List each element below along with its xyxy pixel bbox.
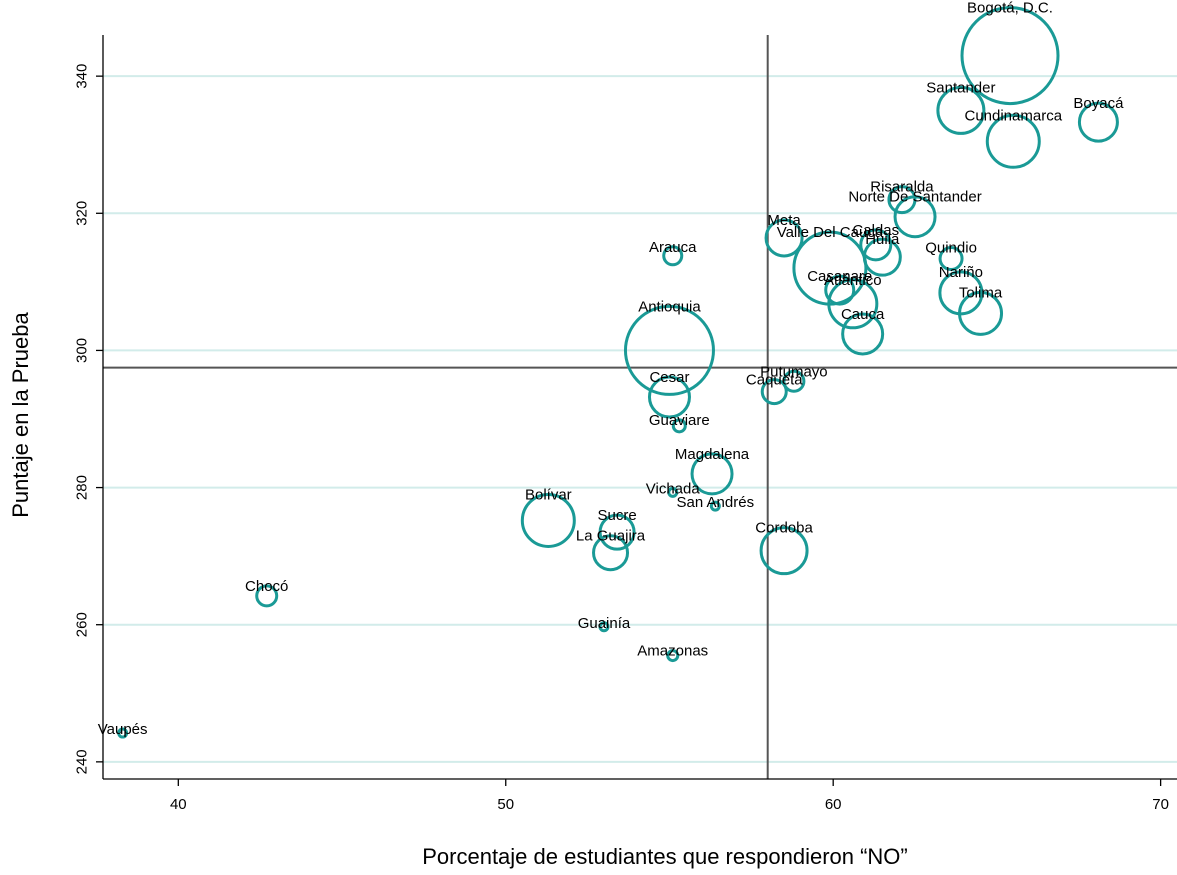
point-label: Santander bbox=[926, 79, 995, 96]
point-label: Cordoba bbox=[755, 520, 813, 537]
point-label: Tolima bbox=[959, 284, 1003, 301]
point-label: Magdalena bbox=[675, 446, 750, 463]
bubble-marker bbox=[647, 375, 691, 419]
point-label: Chocó bbox=[245, 578, 288, 595]
bubble-marker bbox=[887, 185, 917, 215]
bubble-marker bbox=[960, 6, 1060, 106]
x-tick-label: 60 bbox=[825, 796, 842, 813]
y-tick-label: 340 bbox=[73, 64, 90, 89]
bubble-marker bbox=[958, 290, 1004, 336]
bubble-marker bbox=[255, 584, 279, 608]
bubble-marker bbox=[841, 312, 885, 356]
point-label: Quindio bbox=[925, 240, 977, 257]
bubble-marker bbox=[598, 621, 610, 633]
y-tick-label: 240 bbox=[73, 749, 90, 774]
bubble-marker bbox=[623, 304, 715, 396]
bubble-marker bbox=[936, 85, 986, 135]
data-points bbox=[117, 6, 1119, 739]
point-label: Vaupés bbox=[98, 721, 148, 738]
bubble-marker bbox=[827, 278, 879, 330]
axes: 240 260 280 300 320 340 40 50 60 70 bbox=[73, 35, 1177, 813]
point-label: Valle Del Cauca bbox=[777, 224, 884, 241]
point-label: Boyacá bbox=[1073, 95, 1124, 112]
bubble-marker bbox=[666, 649, 680, 663]
point-label: Atlántico bbox=[824, 272, 882, 289]
y-axis-title: Puntaje en la Prueba bbox=[8, 311, 33, 517]
point-label: Guaviare bbox=[649, 412, 710, 429]
point-label: Casanare bbox=[807, 268, 872, 285]
point-label: Bolívar bbox=[525, 486, 572, 503]
bubble-marker bbox=[760, 378, 788, 406]
point-label: Cauca bbox=[841, 306, 885, 323]
point-label: Amazonas bbox=[637, 643, 708, 660]
y-tick-label: 260 bbox=[73, 612, 90, 637]
point-label: Norte De Santander bbox=[848, 189, 981, 206]
y-tick-label: 320 bbox=[73, 201, 90, 226]
bubble-marker bbox=[764, 218, 804, 258]
bubble-marker bbox=[893, 195, 937, 239]
bubble-marker bbox=[709, 500, 721, 512]
bubble-marker bbox=[520, 492, 576, 548]
point-label: La Guajira bbox=[576, 528, 646, 545]
bubble-marker bbox=[667, 486, 679, 498]
point-label: San Andrés bbox=[677, 494, 755, 511]
bubble-marker bbox=[1077, 101, 1119, 143]
point-label: Cesar bbox=[649, 369, 689, 386]
bubble-marker bbox=[759, 526, 809, 576]
point-label: Risaralda bbox=[870, 179, 934, 196]
bubble-marker bbox=[985, 113, 1041, 169]
x-tick-label: 50 bbox=[497, 796, 514, 813]
y-tick-label: 300 bbox=[73, 338, 90, 363]
point-label: Caldas bbox=[852, 222, 899, 239]
x-tick-label: 70 bbox=[1152, 796, 1169, 813]
x-axis-title: Porcentaje de estudiantes que respondier… bbox=[422, 844, 908, 869]
point-label: Bogotá, D.C. bbox=[967, 0, 1053, 17]
bubble-marker bbox=[598, 513, 636, 551]
bubble-marker bbox=[938, 246, 964, 272]
bubble-marker bbox=[117, 727, 129, 739]
gridlines bbox=[103, 75, 1177, 763]
point-label: Vichada bbox=[646, 480, 701, 497]
reference-lines bbox=[103, 35, 1177, 779]
x-tick-label: 40 bbox=[170, 796, 187, 813]
point-label: Caquetá bbox=[746, 372, 803, 389]
point-label: Arauca bbox=[649, 239, 697, 256]
point-label: Sucre bbox=[597, 507, 636, 524]
point-label: Cundinamarca bbox=[964, 107, 1062, 124]
point-label: Meta bbox=[767, 212, 801, 229]
bubble-marker bbox=[782, 369, 806, 393]
y-tick-label: 280 bbox=[73, 475, 90, 500]
bubble-marker bbox=[859, 228, 893, 262]
bubble-marker bbox=[824, 274, 856, 306]
point-label: Huila bbox=[865, 231, 900, 248]
point-label: Antioquia bbox=[638, 298, 701, 315]
data-labels: Bogotá, D.C. Santander Boyacá Cundinamarca R… bbox=[98, 0, 1124, 738]
bubble-marker bbox=[671, 418, 687, 434]
point-label: Putumayo bbox=[760, 363, 828, 380]
point-label: Nariño bbox=[939, 264, 983, 281]
bubble-marker bbox=[662, 245, 684, 267]
bubble-marker bbox=[690, 452, 734, 496]
bubble-marker bbox=[592, 534, 630, 572]
point-label: Guainía bbox=[578, 615, 631, 632]
